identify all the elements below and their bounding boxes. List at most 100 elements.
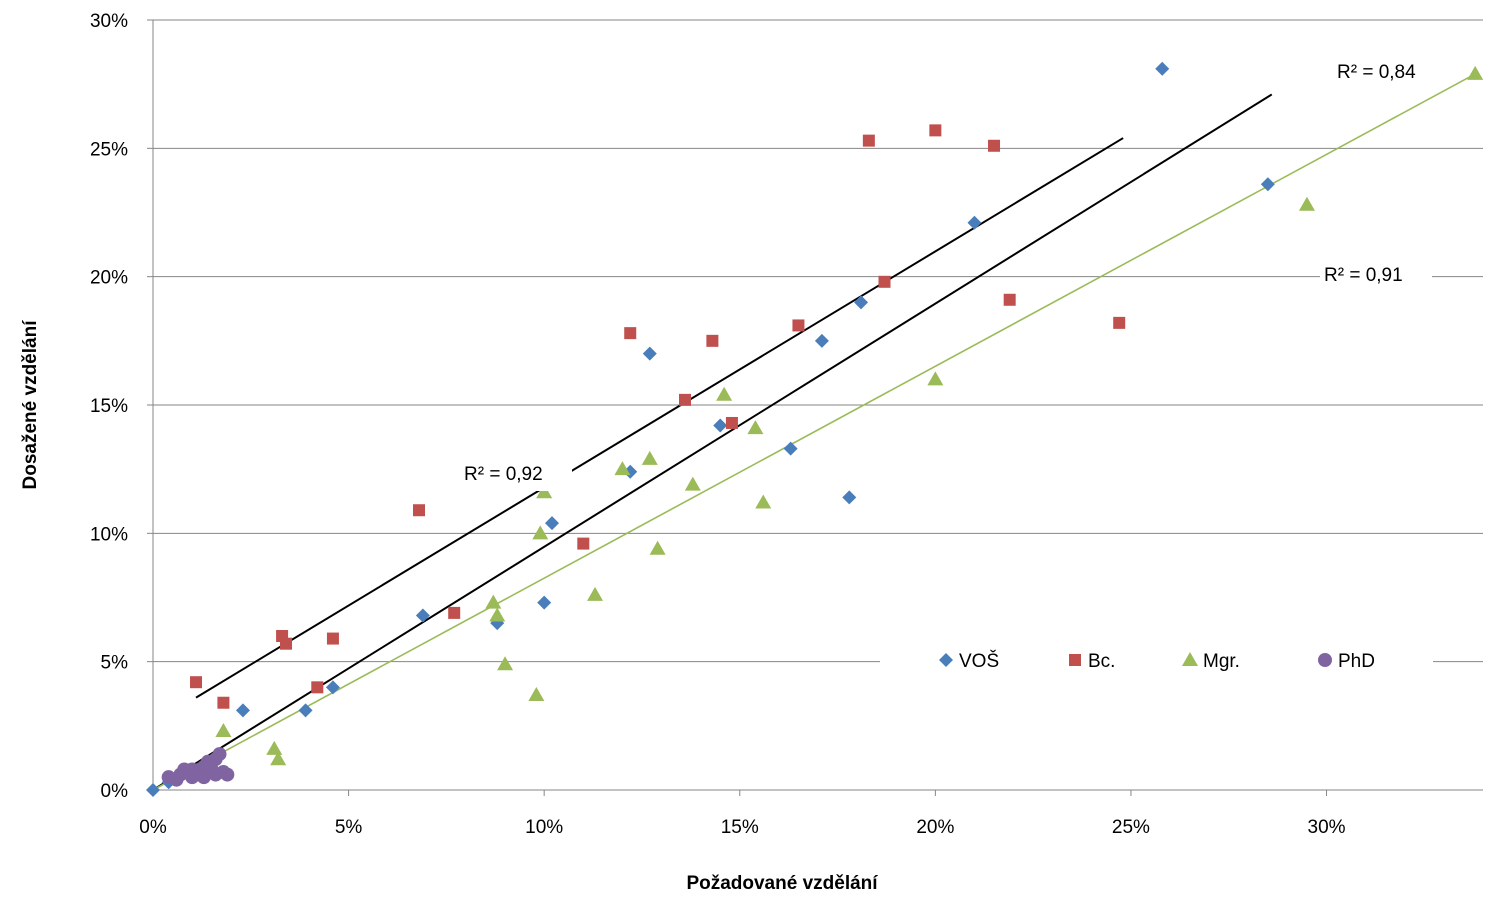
data-point [792, 319, 805, 332]
data-point [1467, 65, 1484, 80]
y-axis-title: Dosažené vzdělání [20, 320, 41, 490]
data-point [485, 594, 502, 609]
data-point [1298, 196, 1315, 211]
r-squared-label: R² = 0,92 [464, 464, 543, 485]
data-point [988, 139, 1001, 152]
data-point [326, 632, 339, 645]
data-point [146, 783, 160, 797]
data-point [716, 386, 733, 401]
data-point [878, 275, 891, 288]
data-point [939, 653, 953, 667]
data-point [1318, 653, 1332, 667]
data-point [217, 696, 230, 709]
data-point [642, 346, 657, 361]
data-point [266, 740, 283, 755]
y-tick-label: 15% [90, 396, 128, 417]
legend-label: PhD [1338, 651, 1375, 672]
data-point [725, 416, 738, 429]
data-point [854, 295, 869, 310]
data-point [783, 441, 798, 456]
trendline [152, 93, 1273, 791]
legend-label: Mgr. [1203, 651, 1240, 672]
series-triangle [215, 65, 1484, 766]
y-tick-label: 10% [90, 524, 128, 545]
x-axis-ticks: 0% 5% 10% 15% 20% 25% 30% [139, 790, 1346, 838]
r-squared-label: R² = 0,84 [1337, 62, 1416, 83]
data-point [311, 681, 324, 694]
data-point [649, 540, 666, 555]
data-point [623, 464, 638, 479]
data-point [929, 124, 942, 137]
series-circle [161, 747, 235, 787]
data-point [415, 608, 430, 623]
r-squared-background [460, 455, 572, 491]
x-tick-label: 20% [916, 817, 954, 838]
y-tick-label: 5% [101, 653, 129, 674]
data-point [489, 607, 506, 622]
y-tick-label: 25% [90, 139, 128, 160]
data-point [1003, 293, 1016, 306]
data-point [1260, 177, 1275, 192]
trendlines [152, 73, 1476, 791]
data-point [413, 504, 425, 517]
x-tick-label: 5% [335, 817, 363, 838]
data-point [587, 586, 604, 601]
data-point [577, 537, 590, 550]
r-squared-background [1333, 53, 1445, 89]
data-point [270, 751, 287, 766]
data-point [298, 703, 313, 718]
data-point [545, 516, 559, 531]
data-series [146, 61, 1484, 797]
data-point [532, 525, 549, 540]
data-point [325, 680, 340, 695]
data-point [967, 215, 982, 230]
legend-label: VOŠ [959, 650, 999, 672]
x-tick-label: 25% [1112, 817, 1150, 838]
data-point [684, 476, 701, 491]
data-point [1069, 654, 1081, 666]
data-point [215, 722, 232, 737]
x-tick-label: 30% [1308, 817, 1346, 838]
trendline [152, 73, 1476, 791]
legend-item: VOŠ [939, 650, 999, 672]
data-point [1182, 652, 1198, 666]
x-axis-title: Požadované vzdělání [686, 873, 878, 894]
data-point [497, 656, 514, 671]
r-squared-background [1320, 256, 1432, 292]
y-tick-label: 30% [90, 11, 128, 32]
data-point [747, 420, 764, 435]
x-tick-label: 15% [721, 817, 759, 838]
data-point [614, 461, 631, 476]
y-tick-label: 20% [90, 268, 128, 289]
legend-item: Mgr. [1182, 651, 1240, 672]
data-point [862, 134, 875, 147]
r-squared-label: R² = 0,91 [1324, 265, 1403, 286]
data-point [679, 393, 691, 406]
data-point [1113, 316, 1126, 329]
data-point [641, 450, 658, 465]
y-tick-label: 0% [101, 781, 129, 802]
trendline [195, 137, 1124, 699]
data-point [220, 767, 235, 782]
series-square [190, 124, 1126, 709]
legend-item: Bc. [1069, 651, 1115, 672]
y-axis-ticks: 0% 5% 10% 15% 20% 25% 30% [90, 11, 153, 802]
data-point [927, 371, 944, 386]
data-point [528, 687, 545, 702]
x-tick-label: 0% [139, 817, 167, 838]
data-point [190, 676, 203, 689]
data-point [713, 418, 728, 433]
legend-item: PhD [1318, 651, 1375, 672]
legend-background [880, 642, 1433, 680]
r-squared-labels: R² = 0,92 R² = 0,91 R² = 0,84 [460, 53, 1445, 491]
data-point [536, 484, 553, 499]
data-point [537, 595, 552, 610]
legend: VOŠ Bc. Mgr. PhD [880, 642, 1433, 680]
data-point [1155, 61, 1170, 76]
data-point [755, 494, 772, 509]
data-point [624, 327, 637, 340]
data-point [212, 747, 227, 762]
data-point [814, 333, 829, 348]
data-point [235, 703, 250, 718]
